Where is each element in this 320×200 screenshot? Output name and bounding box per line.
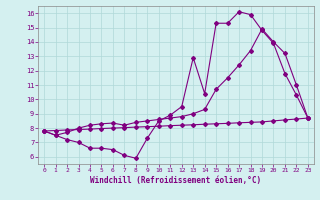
X-axis label: Windchill (Refroidissement éolien,°C): Windchill (Refroidissement éolien,°C) [91,176,261,185]
